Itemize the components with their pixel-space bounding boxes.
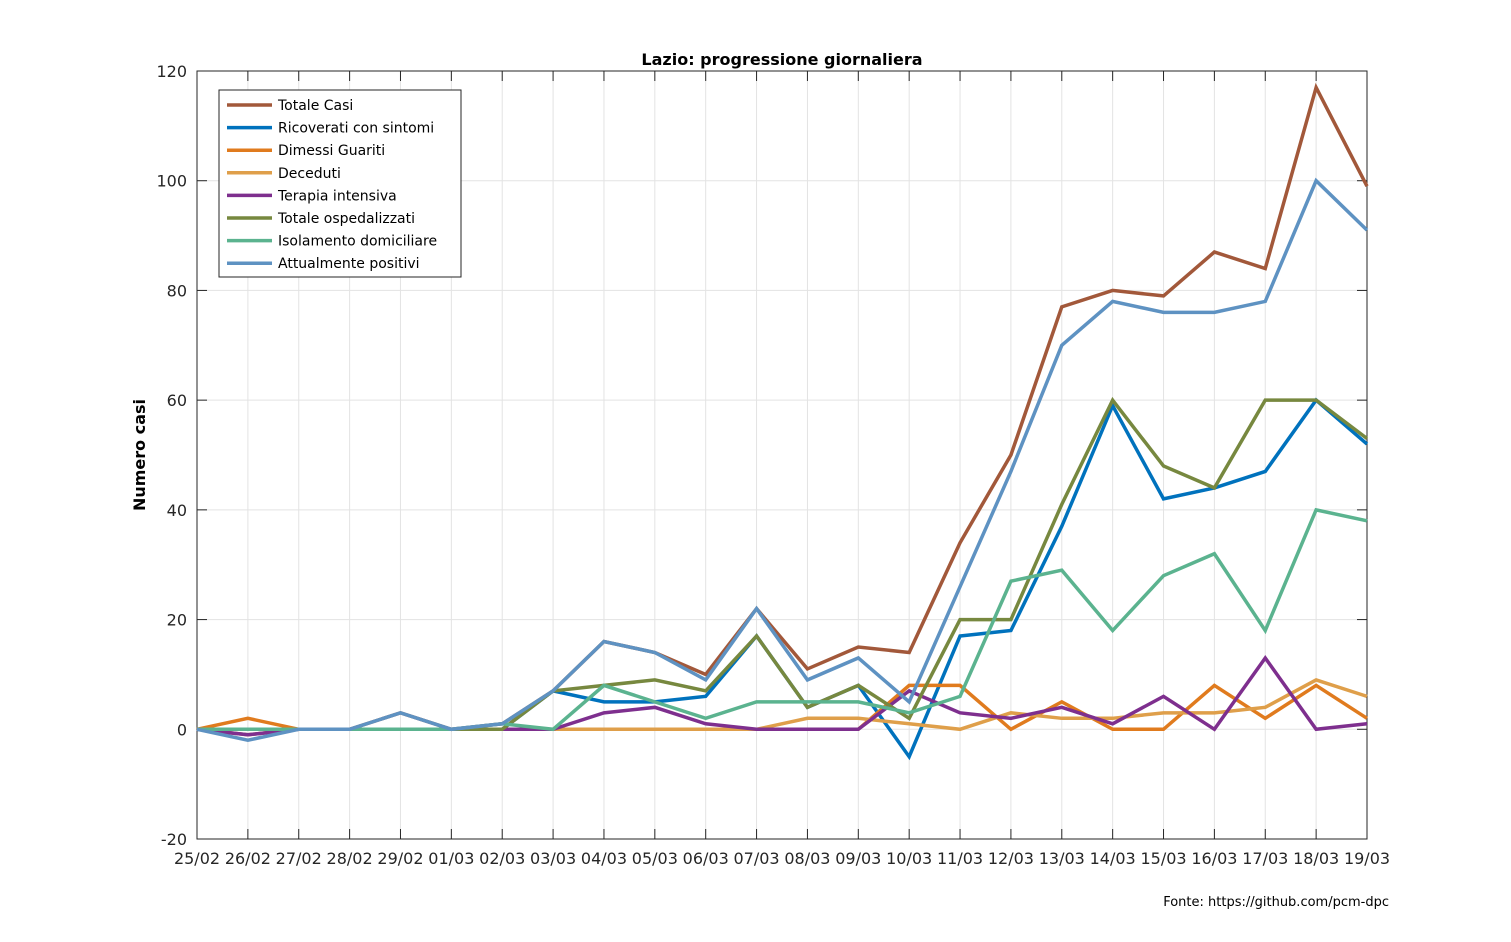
- axes: 25/02 26/02 27/02 28/02 29/02 01/03 02/03 03/03…: [156, 62, 1390, 868]
- grid-lines: [197, 71, 1367, 839]
- legend-label-3: Deceduti: [278, 166, 341, 182]
- y-tick-label: 20: [167, 611, 187, 630]
- x-tick-label: 09/03: [835, 849, 881, 868]
- y-axis-label: Numero casi: [130, 399, 149, 511]
- x-tick-label: 07/03: [734, 849, 780, 868]
- x-tick-label: 11/03: [937, 849, 983, 868]
- x-tick-label: 16/03: [1191, 849, 1237, 868]
- legend: Totale Casi Ricoverati con sintomi Dimessi…: [218, 89, 462, 278]
- legend-label-4: Terapia intensiva: [277, 188, 397, 204]
- x-tick-label: 03/03: [530, 849, 576, 868]
- x-tick-label: 06/03: [683, 849, 729, 868]
- series-line-7: [196, 177, 1369, 743]
- legend-label-5: Totale ospedalizzati: [277, 211, 415, 227]
- y-tick-label: 80: [167, 281, 187, 300]
- x-tick-label: 26/02: [225, 849, 271, 868]
- x-tick-label: 14/03: [1090, 849, 1136, 868]
- x-tick-label: 05/03: [632, 849, 678, 868]
- y-tick-label: 0: [177, 720, 187, 739]
- x-tick-label: 29/02: [377, 849, 423, 868]
- legend-label-1: Ricoverati con sintomi: [278, 121, 434, 137]
- series-lines: [196, 82, 1369, 761]
- x-tick-label: 28/02: [327, 849, 373, 868]
- x-tick-label: 19/03: [1344, 849, 1390, 868]
- series-line-6: [197, 507, 1368, 732]
- legend-box: [218, 89, 462, 278]
- x-tick-label: 01/03: [428, 849, 474, 868]
- x-tick-label: 27/02: [276, 849, 322, 868]
- legend-label-2: Dimessi Guariti: [278, 143, 385, 159]
- y-tick-label: 120: [156, 62, 187, 81]
- y-tick-label: 40: [167, 501, 187, 520]
- x-tick-label: 12/03: [988, 849, 1034, 868]
- legend-label-7: Attualmente positivi: [278, 256, 420, 272]
- x-tick-label: 13/03: [1039, 849, 1085, 868]
- x-tick-label: 02/03: [479, 849, 525, 868]
- y-tick-label: 100: [156, 172, 187, 191]
- source-note: Fonte: https://github.com/pcm-dpc: [1163, 895, 1389, 910]
- chart-title: Lazio: progressione giornaliera: [641, 50, 922, 69]
- y-tick-label: -20: [161, 830, 187, 849]
- x-tick-label: 18/03: [1293, 849, 1339, 868]
- x-tick-label: 04/03: [581, 849, 627, 868]
- y-tick-label: 60: [167, 391, 187, 410]
- legend-label-0: Totale Casi: [277, 98, 353, 114]
- legend-label-6: Isolamento domiciliare: [278, 234, 437, 250]
- x-tick-label: 17/03: [1242, 849, 1288, 868]
- plot-frame: [196, 70, 1368, 840]
- x-tick-label: 08/03: [784, 849, 830, 868]
- x-tick-label: 25/02: [174, 849, 220, 868]
- x-tick-label: 10/03: [886, 849, 932, 868]
- x-tick-label: 15/03: [1140, 849, 1186, 868]
